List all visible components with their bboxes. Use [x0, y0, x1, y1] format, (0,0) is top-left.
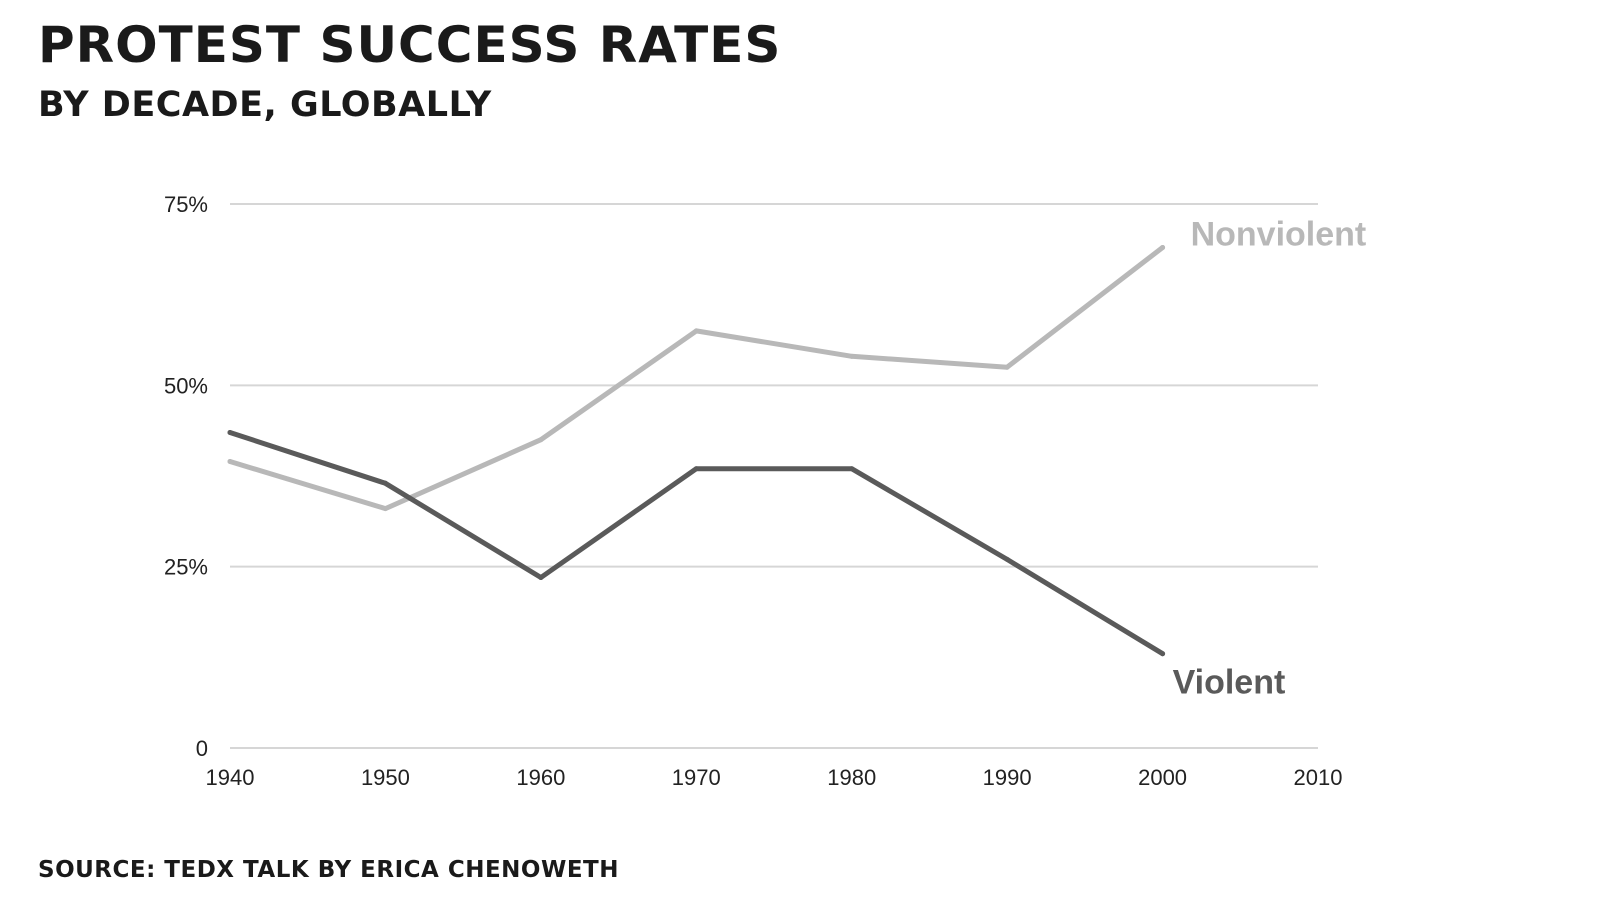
x-tick-label: 1940	[206, 765, 255, 790]
nonviolent-data-point	[849, 353, 855, 359]
nonviolent-data-point	[382, 506, 388, 512]
y-tick-label: 75%	[164, 192, 208, 217]
x-tick-label: 1980	[827, 765, 876, 790]
violent-data-point	[693, 466, 699, 472]
y-tick-label: 25%	[164, 555, 208, 580]
x-tick-label: 1970	[672, 765, 721, 790]
x-axis-ticks: 1940 1950 1960 1970 1980 1990 2000 2010	[206, 765, 1343, 790]
source-note: SOURCE: TEDX TALK BY ERICA CHENOWETH	[38, 857, 619, 883]
x-tick-label: 1950	[361, 765, 410, 790]
violent-series-label: Violent	[1173, 664, 1286, 702]
violent-data-point	[227, 429, 233, 435]
chart-subtitle: BY DECADE, GLOBALLY	[38, 85, 492, 125]
violent-series-line	[227, 430, 1166, 657]
chart-title: PROTEST SUCCESS RATES	[38, 16, 782, 74]
nonviolent-data-point	[1004, 364, 1010, 370]
y-tick-label: 0	[196, 736, 208, 761]
series-lines	[227, 245, 1166, 657]
y-axis-ticks: 0 25% 50% 75%	[164, 192, 208, 761]
x-tick-label: 1990	[983, 765, 1032, 790]
violent-data-point	[1160, 651, 1166, 657]
series-labels: Nonviolent Violent	[1173, 216, 1367, 702]
x-tick-label: 2000	[1138, 765, 1187, 790]
gridlines	[230, 203, 1318, 749]
nonviolent-data-point	[538, 437, 544, 443]
y-tick-label: 50%	[164, 373, 208, 398]
x-tick-label: 2010	[1294, 765, 1343, 790]
nonviolent-data-point	[1160, 245, 1166, 251]
violent-data-point	[382, 480, 388, 486]
nonviolent-data-point	[227, 458, 233, 464]
nonviolent-data-point	[693, 328, 699, 334]
violent-data-point	[1004, 556, 1010, 562]
x-tick-label: 1960	[516, 765, 565, 790]
nonviolent-series-label: Nonviolent	[1191, 216, 1367, 254]
violent-data-point	[538, 575, 544, 581]
violent-data-point	[849, 466, 855, 472]
